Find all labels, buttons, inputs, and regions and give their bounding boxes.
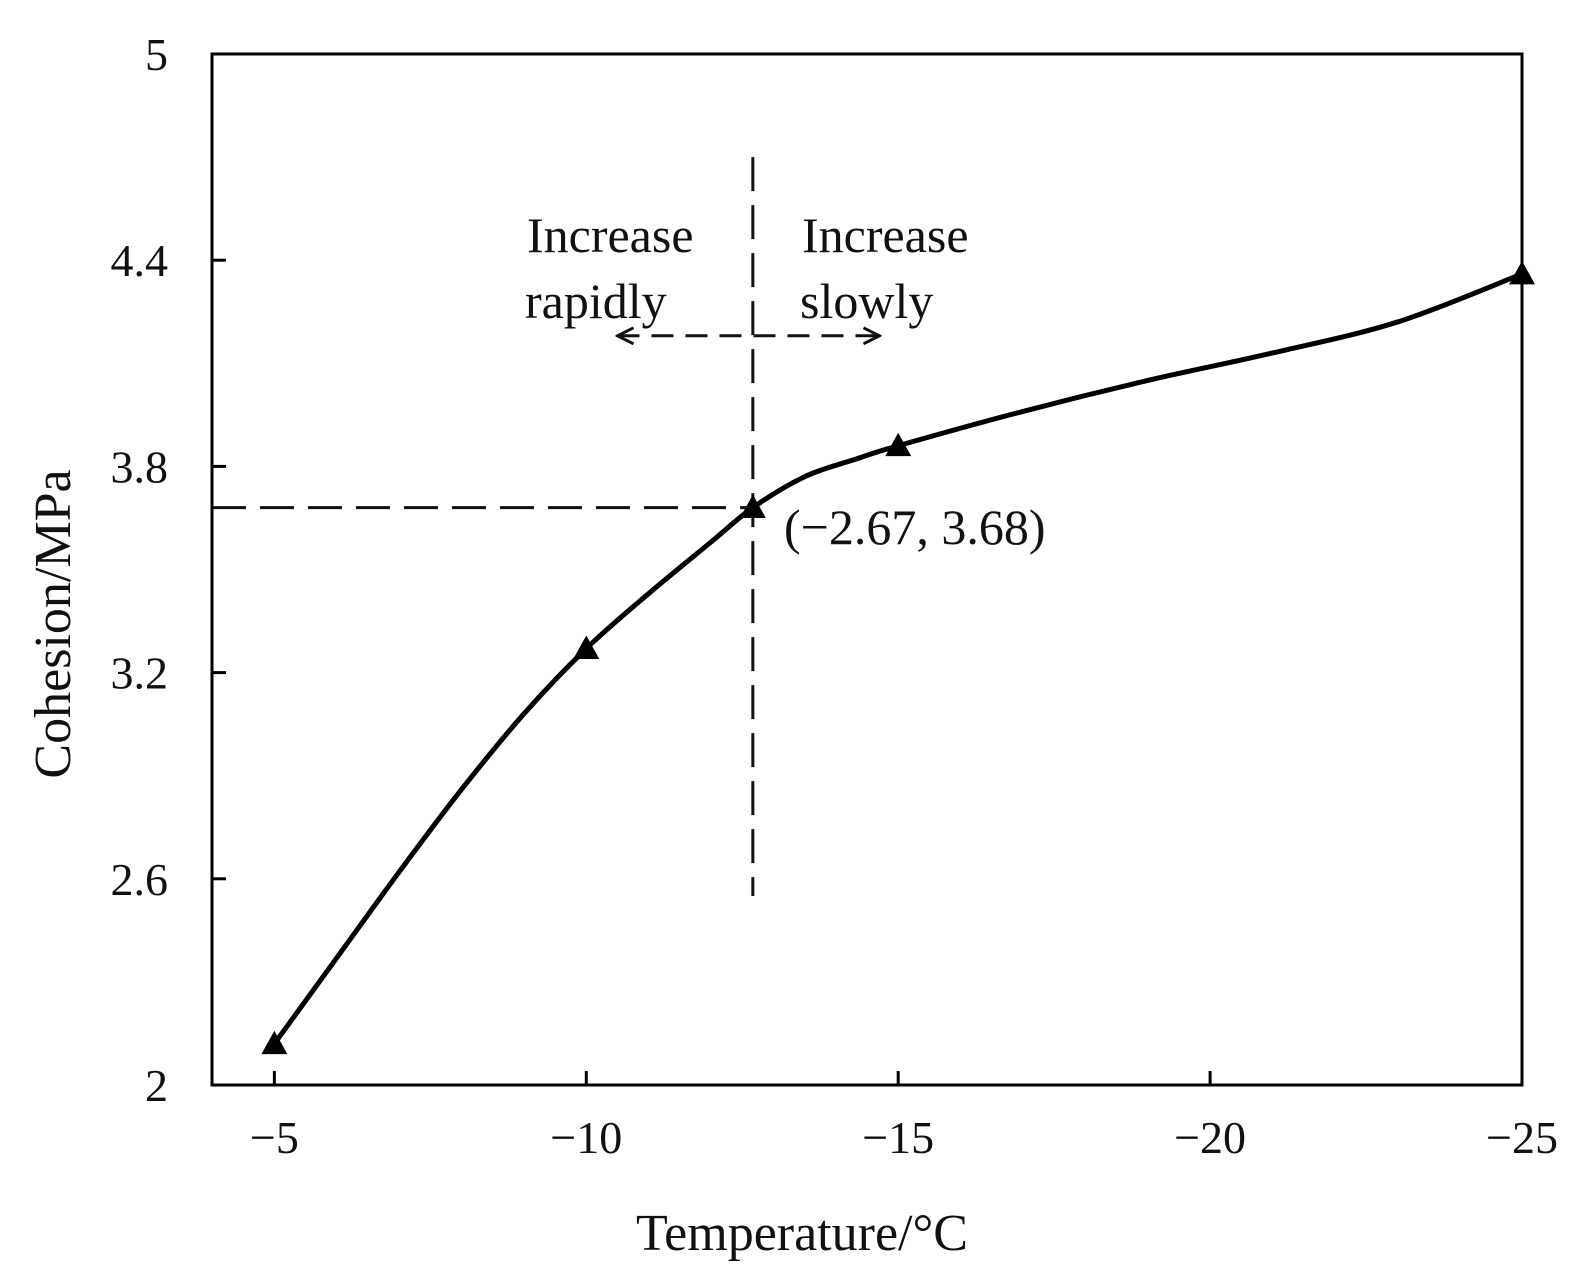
x-axis-title: Temperature/°C xyxy=(636,1205,968,1262)
data-point-triangle xyxy=(739,494,766,519)
x-tick-label: −20 xyxy=(1174,1112,1246,1163)
annotation-increase-right: Increase xyxy=(802,207,969,263)
plot-area-frame xyxy=(210,52,1524,1087)
x-tick-label: −25 xyxy=(1486,1112,1558,1163)
data-point-triangle xyxy=(261,1030,288,1055)
data-curve-layer xyxy=(272,271,1523,1046)
y-tick-label: 3.8 xyxy=(111,441,169,492)
data-markers xyxy=(261,260,1535,1055)
guide-lines xyxy=(212,157,879,896)
y-tick-label: 2 xyxy=(145,1060,168,1111)
y-tick-label: 4.4 xyxy=(111,235,169,286)
cohesion-curve xyxy=(272,271,1523,1046)
axis-ticks: −5 −10 −15 −20 −25 2 2.6 3.2 3.8 4.4 5 xyxy=(111,29,1558,1163)
y-tick-label: 3.2 xyxy=(111,648,169,699)
data-point-triangle xyxy=(885,432,912,457)
x-tick-label: −15 xyxy=(862,1112,934,1163)
x-tick-label: −5 xyxy=(250,1112,299,1163)
y-tick-label: 5 xyxy=(145,29,168,80)
breakpoint-label: (−2.67, 3.68) xyxy=(784,499,1046,555)
annotation-slowly: slowly xyxy=(800,273,933,329)
y-axis-title: Cohesion/MPa xyxy=(25,469,82,778)
annotation-increase-left: Increase xyxy=(527,207,694,263)
y-tick-label: 2.6 xyxy=(111,854,169,905)
annotation-rapidly: rapidly xyxy=(525,273,667,329)
x-tick-label: −10 xyxy=(550,1112,622,1163)
data-point-triangle xyxy=(573,635,600,659)
